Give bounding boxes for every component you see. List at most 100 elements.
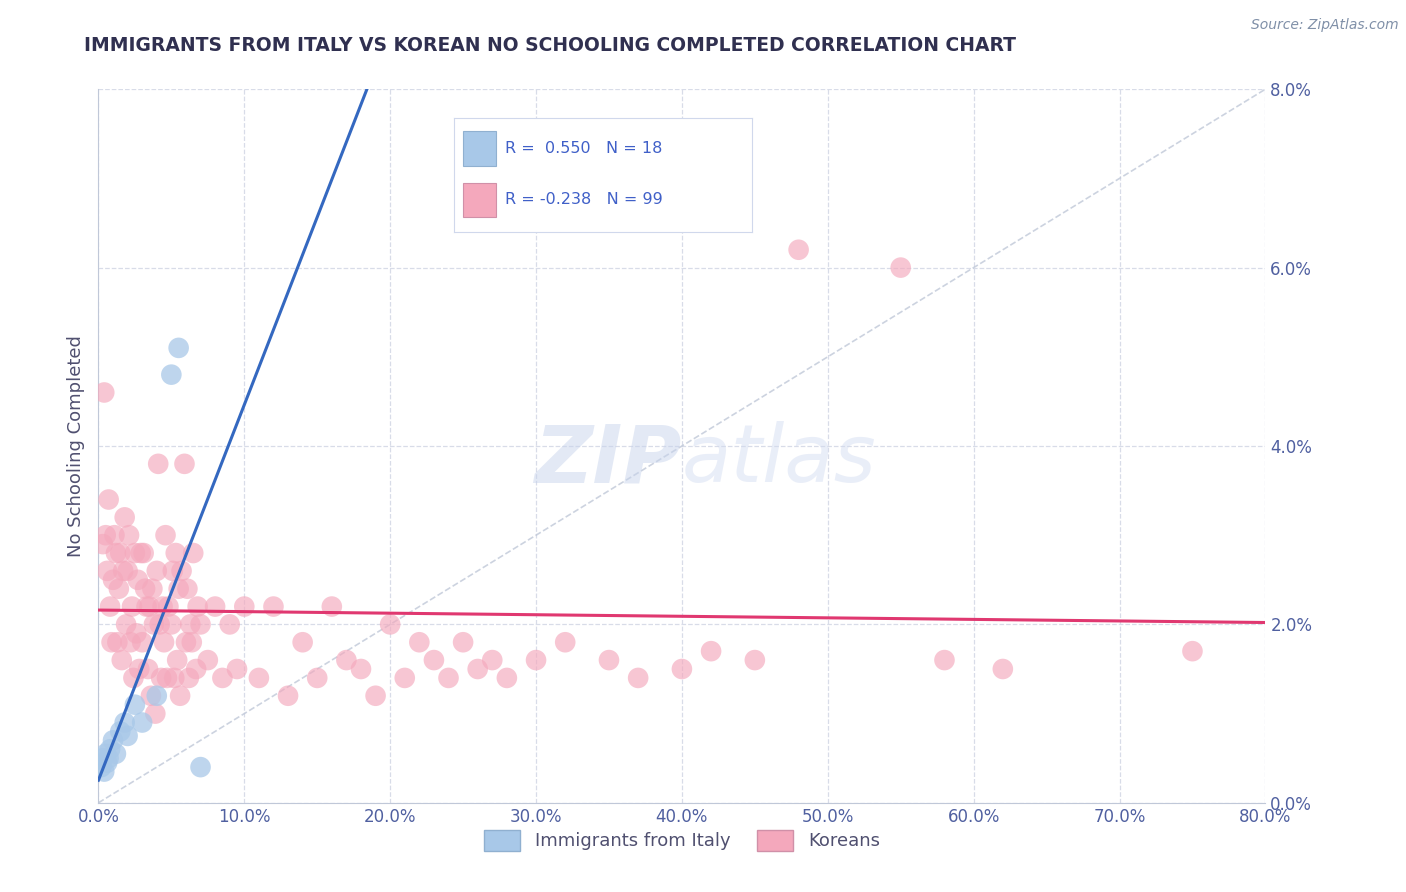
Point	[132, 546, 155, 560]
Point	[247, 671, 270, 685]
Point	[291, 635, 314, 649]
Point	[380, 617, 402, 632]
Point	[90, 760, 112, 774]
Point	[197, 653, 219, 667]
Point	[174, 635, 197, 649]
Point	[131, 715, 153, 730]
Point	[157, 599, 180, 614]
Point	[117, 564, 139, 578]
Point	[177, 671, 200, 685]
Text: atlas: atlas	[682, 421, 877, 500]
Point	[93, 764, 115, 779]
Y-axis label: No Schooling Completed: No Schooling Completed	[66, 335, 84, 557]
Point	[136, 662, 159, 676]
Point	[98, 742, 121, 756]
Point	[277, 689, 299, 703]
Point	[91, 537, 114, 551]
Point	[149, 617, 172, 632]
Point	[211, 671, 233, 685]
Point	[179, 617, 201, 632]
Point	[226, 662, 249, 676]
Point	[169, 689, 191, 703]
Point	[671, 662, 693, 676]
Text: ZIP: ZIP	[534, 421, 682, 500]
Text: Source: ZipAtlas.com: Source: ZipAtlas.com	[1251, 18, 1399, 32]
Point	[114, 510, 136, 524]
Point	[141, 582, 163, 596]
Point	[117, 729, 139, 743]
Point	[437, 671, 460, 685]
Point	[127, 573, 149, 587]
Point	[118, 528, 141, 542]
Point	[165, 546, 187, 560]
Point	[218, 617, 240, 632]
Point	[934, 653, 956, 667]
Point	[139, 689, 162, 703]
Point	[108, 582, 131, 596]
Point	[173, 457, 195, 471]
Point	[111, 653, 134, 667]
Point	[124, 546, 146, 560]
Point	[148, 457, 170, 471]
Point	[156, 671, 179, 685]
Point	[423, 653, 446, 667]
Point	[138, 599, 160, 614]
Point	[112, 564, 135, 578]
Point	[125, 626, 148, 640]
Point	[97, 492, 120, 507]
Point	[110, 724, 132, 739]
Point	[176, 582, 198, 596]
Legend: Immigrants from Italy, Koreans: Immigrants from Italy, Koreans	[477, 822, 887, 858]
Point	[122, 671, 145, 685]
Point	[120, 635, 142, 649]
Point	[364, 689, 387, 703]
Point	[166, 653, 188, 667]
Point	[186, 662, 208, 676]
Text: IMMIGRANTS FROM ITALY VS KOREAN NO SCHOOLING COMPLETED CORRELATION CHART: IMMIGRANTS FROM ITALY VS KOREAN NO SCHOO…	[84, 36, 1017, 54]
Point	[263, 599, 285, 614]
Point	[142, 617, 165, 632]
Point	[143, 706, 166, 721]
Point	[1181, 644, 1204, 658]
Point	[155, 528, 177, 542]
Point	[129, 546, 152, 560]
Point	[181, 546, 204, 560]
Point	[598, 653, 620, 667]
Point	[103, 528, 125, 542]
Point	[307, 671, 329, 685]
Point	[96, 564, 118, 578]
Point	[152, 599, 174, 614]
Point	[190, 617, 212, 632]
Point	[162, 564, 184, 578]
Point	[160, 368, 183, 382]
Point	[105, 635, 128, 649]
Point	[135, 599, 157, 614]
Point	[554, 635, 576, 649]
Point	[115, 617, 138, 632]
Point	[991, 662, 1014, 676]
Point	[496, 671, 519, 685]
Point	[187, 599, 209, 614]
Point	[146, 564, 169, 578]
Point	[91, 751, 114, 765]
Point	[627, 671, 650, 685]
Point	[170, 564, 193, 578]
Point	[134, 582, 156, 596]
Point	[98, 599, 121, 614]
Point	[190, 760, 212, 774]
Point	[408, 635, 430, 649]
Point	[167, 341, 190, 355]
Point	[96, 756, 118, 770]
Point	[394, 671, 416, 685]
Point	[321, 599, 343, 614]
Point	[524, 653, 547, 667]
Point	[180, 635, 202, 649]
Point	[93, 385, 115, 400]
Point	[101, 573, 124, 587]
Point	[97, 751, 120, 765]
Point	[204, 599, 226, 614]
Point	[160, 617, 183, 632]
Point	[131, 635, 153, 649]
Point	[114, 715, 136, 730]
Point	[890, 260, 912, 275]
